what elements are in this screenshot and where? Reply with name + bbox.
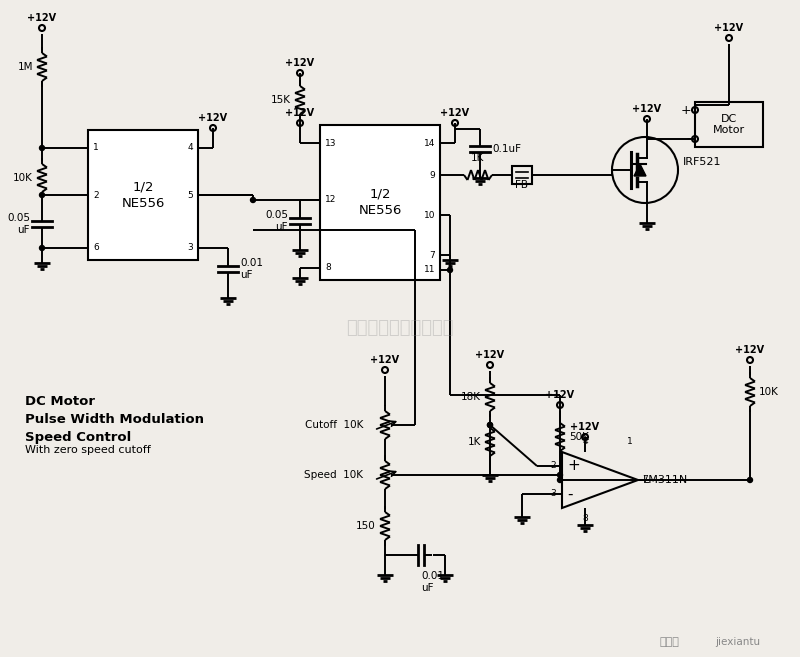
Circle shape — [250, 198, 255, 202]
Text: 18K: 18K — [461, 392, 481, 402]
Text: 1K: 1K — [471, 153, 485, 163]
Circle shape — [558, 478, 562, 482]
Text: 1/2
NE556: 1/2 NE556 — [358, 187, 402, 217]
Text: +12V: +12V — [441, 108, 470, 118]
Text: LM311N: LM311N — [643, 475, 688, 485]
Circle shape — [747, 478, 753, 482]
Text: Cutoff  10K: Cutoff 10K — [305, 420, 363, 430]
Circle shape — [39, 145, 45, 150]
Text: 9: 9 — [430, 171, 435, 179]
Text: 0.01
uF: 0.01 uF — [421, 571, 444, 593]
Text: +12V: +12V — [570, 422, 599, 432]
Text: 7: 7 — [430, 250, 435, 260]
Text: 0.05
uF: 0.05 uF — [265, 210, 288, 232]
Text: +12V: +12V — [198, 113, 227, 123]
Text: jiexiantu: jiexiantu — [715, 637, 760, 647]
Circle shape — [558, 472, 562, 478]
Text: -: - — [567, 486, 573, 501]
Circle shape — [39, 246, 45, 250]
Text: 2: 2 — [550, 461, 556, 470]
Text: 杭州将睐科技有限公司: 杭州将睐科技有限公司 — [346, 319, 454, 337]
Text: 11: 11 — [423, 265, 435, 275]
Text: 0.1uF: 0.1uF — [492, 144, 521, 154]
Text: DC
Motor: DC Motor — [713, 114, 745, 135]
Text: +: + — [567, 459, 580, 474]
Bar — [695, 102, 763, 147]
Text: 1K: 1K — [468, 437, 481, 447]
Text: 0.01
uF: 0.01 uF — [240, 258, 263, 280]
Text: 5: 5 — [187, 191, 193, 200]
Text: 1/2
NE556: 1/2 NE556 — [122, 180, 165, 210]
Text: 8: 8 — [325, 263, 330, 273]
Bar — [512, 166, 532, 184]
Text: +12V: +12V — [286, 108, 314, 118]
Circle shape — [39, 193, 45, 198]
Text: 1: 1 — [627, 437, 633, 446]
Text: 50K: 50K — [569, 432, 589, 442]
Text: +12V: +12V — [735, 345, 765, 355]
Text: +12V: +12V — [546, 390, 574, 400]
Text: 0.05
uF: 0.05 uF — [7, 214, 30, 235]
Circle shape — [487, 422, 493, 428]
Text: 15K: 15K — [271, 95, 291, 105]
Text: 150: 150 — [356, 521, 376, 531]
Text: 4: 4 — [187, 143, 193, 152]
Bar — [88, 130, 198, 260]
Text: Speed  10K: Speed 10K — [304, 470, 363, 480]
Text: 1: 1 — [93, 143, 98, 152]
Text: 3: 3 — [550, 489, 556, 499]
Text: IRF521: IRF521 — [683, 157, 722, 167]
Text: 7: 7 — [642, 474, 648, 484]
Text: 8: 8 — [582, 514, 588, 523]
Text: +12V: +12V — [27, 13, 57, 23]
Text: +12V: +12V — [370, 355, 399, 365]
Circle shape — [487, 422, 493, 428]
Text: 3: 3 — [187, 244, 193, 252]
Text: DC Motor
Pulse Width Modulation
Speed Control: DC Motor Pulse Width Modulation Speed Co… — [25, 395, 204, 444]
Text: 12: 12 — [325, 196, 336, 204]
Bar — [320, 125, 440, 280]
Text: 13: 13 — [325, 139, 337, 148]
Polygon shape — [634, 164, 646, 176]
Text: 10K: 10K — [759, 387, 779, 397]
Text: 14: 14 — [424, 139, 435, 148]
Text: +: + — [680, 104, 691, 116]
Text: 搜狐图: 搜狐图 — [660, 637, 680, 647]
Text: 1M: 1M — [18, 62, 33, 72]
Text: 4: 4 — [582, 437, 588, 446]
Text: 10K: 10K — [13, 173, 33, 183]
Text: +12V: +12V — [286, 58, 314, 68]
Text: 6: 6 — [93, 244, 98, 252]
Text: FB: FB — [515, 180, 529, 190]
Text: With zero speed cutoff: With zero speed cutoff — [25, 445, 150, 455]
Text: -: - — [686, 133, 691, 145]
Text: +12V: +12V — [714, 23, 743, 33]
Text: +12V: +12V — [475, 350, 505, 360]
Text: 2: 2 — [93, 191, 98, 200]
Circle shape — [447, 267, 453, 273]
Text: 10: 10 — [423, 210, 435, 219]
Text: +12V: +12V — [633, 104, 662, 114]
